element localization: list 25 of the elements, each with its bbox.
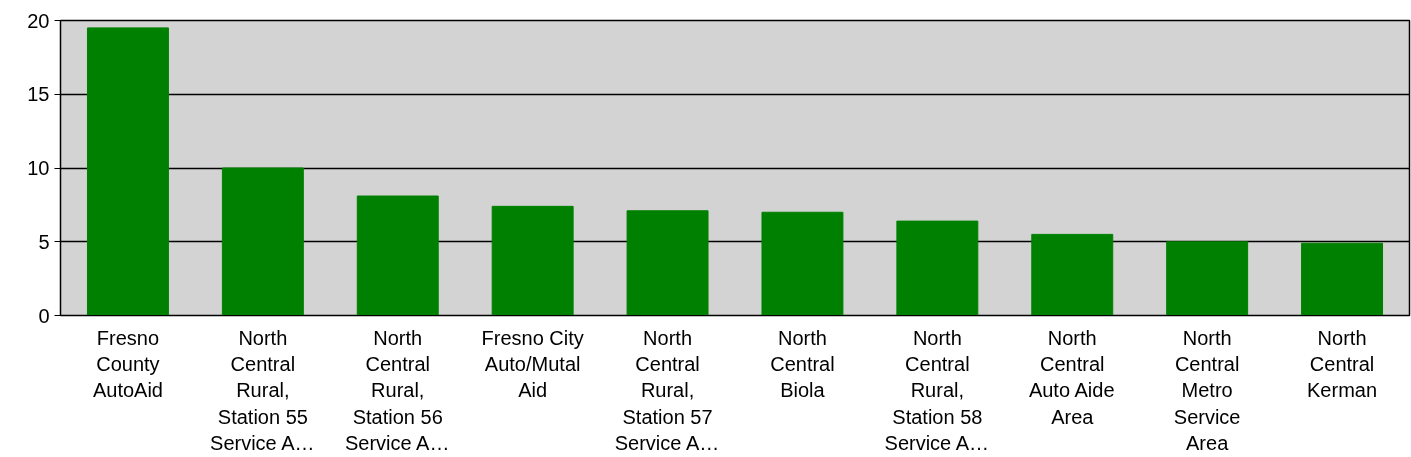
y-tick-label: 15 bbox=[27, 83, 50, 106]
bar bbox=[1166, 241, 1249, 316]
x-tick-label: Fresno City Auto/Mutal Aid bbox=[481, 326, 584, 402]
x-tick-label: North Central Rural, Station 56 Service A… bbox=[344, 326, 450, 455]
x-tick-label: North Central Metro Service Area bbox=[1173, 326, 1241, 455]
x-tick-label: North Central Biola bbox=[770, 326, 835, 402]
x-tick-label: North Central Rural, Station 58 Service A… bbox=[884, 326, 990, 455]
x-tick-label: North Central Auto Aide Area bbox=[1028, 326, 1115, 428]
bar bbox=[626, 210, 709, 316]
y-tick-label: 20 bbox=[27, 9, 50, 32]
y-tick-label: 0 bbox=[38, 304, 50, 327]
bar bbox=[86, 27, 169, 316]
bar bbox=[896, 220, 979, 316]
y-tick-label: 10 bbox=[27, 157, 50, 179]
bar bbox=[761, 211, 844, 316]
bar bbox=[1301, 242, 1384, 316]
bar bbox=[1031, 233, 1114, 316]
x-tick-label: North Central Rural, Station 55 Service A… bbox=[210, 326, 315, 455]
bar bbox=[356, 195, 439, 316]
bar bbox=[221, 167, 304, 316]
x-tick-label: Fresno County AutoAid bbox=[92, 326, 163, 402]
y-tick-label: 5 bbox=[38, 230, 50, 253]
x-tick-label: North Central Kerman bbox=[1307, 326, 1378, 402]
bar bbox=[491, 205, 574, 316]
x-tick-label: North Central Rural, Station 57 Service A… bbox=[614, 326, 720, 455]
